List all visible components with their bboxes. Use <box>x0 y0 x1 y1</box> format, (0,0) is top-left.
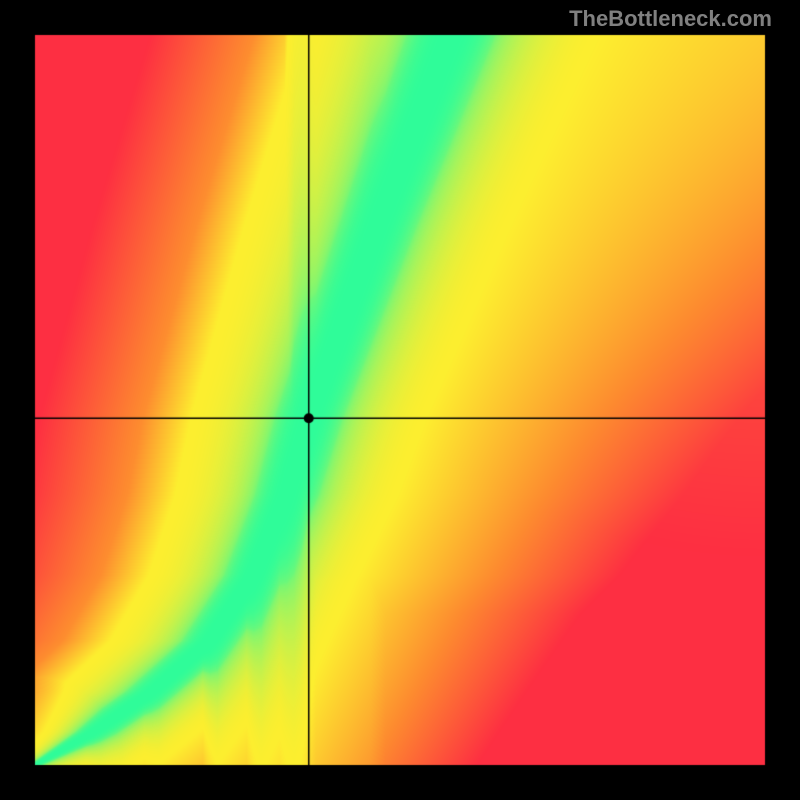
heatmap-canvas <box>0 0 800 800</box>
watermark-text: TheBottleneck.com <box>569 6 772 32</box>
chart-container: { "watermark": { "text": "TheBottleneck.… <box>0 0 800 800</box>
